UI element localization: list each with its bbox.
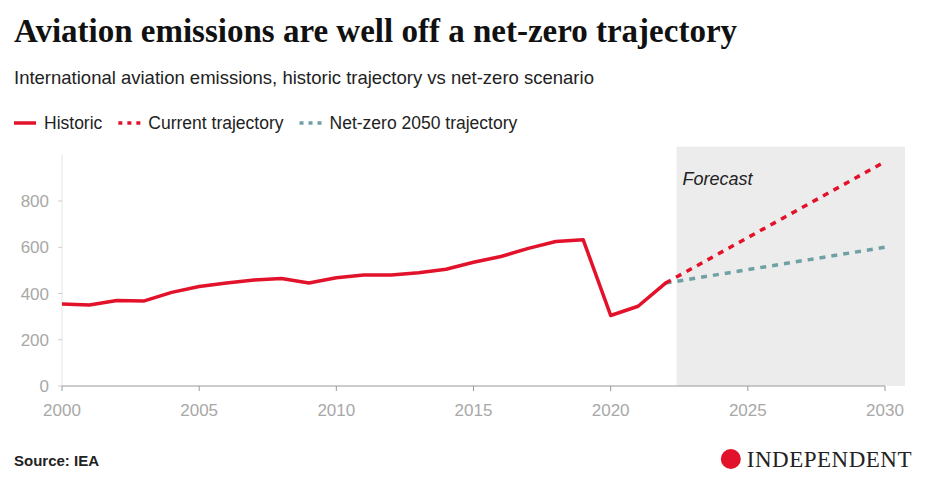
x-tick [747, 386, 748, 391]
x-tick-label: 2020 [592, 401, 630, 420]
x-tick [199, 386, 200, 391]
y-tick [58, 247, 62, 248]
forecast-region [677, 147, 905, 386]
x-tick [610, 386, 611, 391]
y-tick-label: 200 [21, 331, 49, 350]
legend-label: Historic [44, 113, 103, 133]
title: Aviation emissions are well off a net-ze… [14, 13, 738, 49]
legend-label: Net-zero 2050 trajectory [330, 113, 518, 133]
legend-swatch [118, 121, 140, 125]
legend-label: Current trajectory [148, 113, 283, 133]
x-tick-label: 2000 [43, 401, 81, 420]
x-tick [62, 386, 63, 391]
chart: Aviation emissions are well off a net-ze… [0, 0, 928, 488]
y-tick [58, 339, 62, 340]
plot-area [62, 162, 885, 316]
y-tick-label: 400 [21, 285, 49, 304]
x-tick [885, 386, 886, 391]
legend-swatch [14, 121, 36, 125]
x-tick [473, 386, 474, 391]
x-tick [336, 386, 337, 391]
legend-swatch [300, 121, 322, 125]
logo-icon [721, 449, 741, 469]
series-line [666, 162, 885, 283]
logo: INDEPENDENT [747, 447, 912, 472]
y-tick [58, 386, 62, 387]
x-tick-label: 2025 [729, 401, 767, 420]
y-tick-label: 0 [40, 377, 49, 396]
x-tick-label: 2015 [455, 401, 493, 420]
x-tick-label: 2030 [866, 401, 904, 420]
y-tick [58, 293, 62, 294]
y-tick [58, 201, 62, 202]
y-tick-label: 800 [21, 192, 49, 211]
x-tick-label: 2010 [317, 401, 355, 420]
subtitle: International aviation emissions, histor… [14, 67, 594, 88]
annotation: Forecast [683, 169, 754, 189]
y-tick-label: 600 [21, 238, 49, 257]
source: Source: IEA [14, 452, 99, 469]
y-axis-line [62, 155, 63, 386]
series-line [62, 240, 666, 316]
x-tick-label: 2005 [180, 401, 218, 420]
